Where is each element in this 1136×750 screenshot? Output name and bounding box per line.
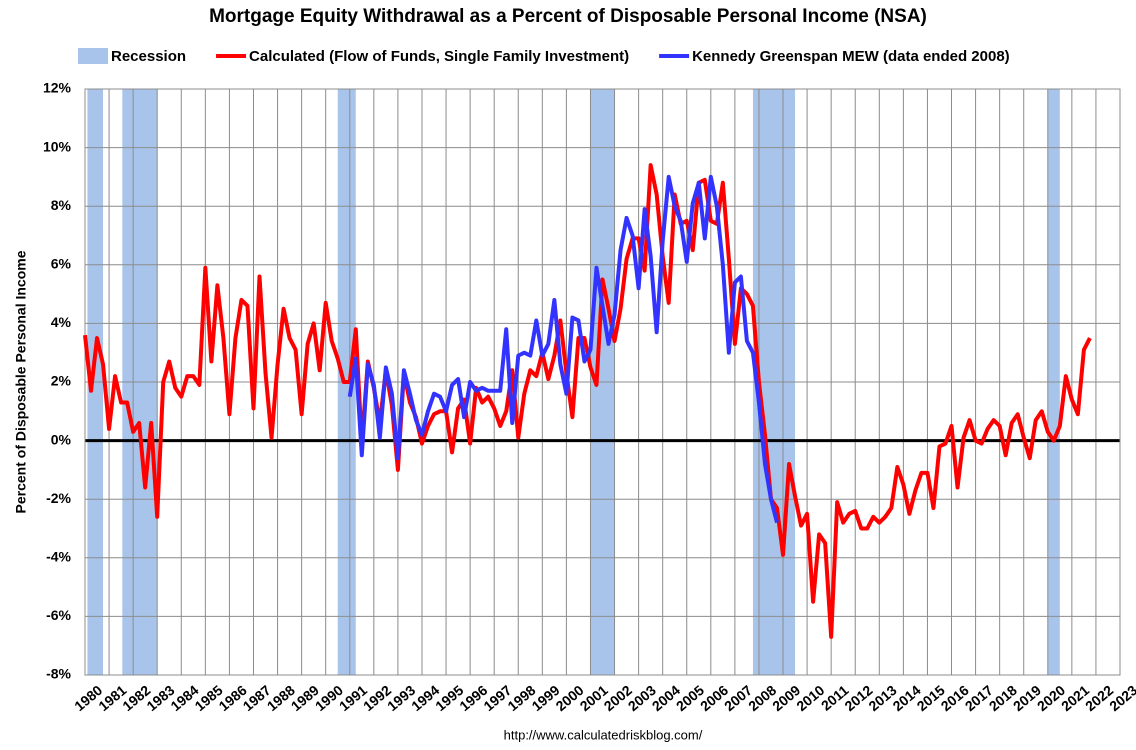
legend-swatch	[78, 48, 108, 64]
y-axis-label: Percent of Disposable Personal Income	[13, 250, 29, 513]
y-tick-label: 8%	[51, 197, 72, 213]
legend-label: Kennedy Greenspan MEW (data ended 2008)	[692, 48, 1010, 65]
y-tick-label: -6%	[46, 607, 71, 623]
legend-label: Recession	[111, 48, 186, 65]
series-line	[347, 174, 779, 524]
y-tick-label: 12%	[43, 80, 72, 96]
series-line	[83, 163, 1092, 639]
plot-border	[84, 88, 1121, 676]
chart-title: Mortgage Equity Withdrawal as a Percent …	[209, 6, 927, 27]
y-tick-label: -8%	[46, 666, 71, 682]
y-tick-label: -2%	[46, 490, 71, 506]
y-tick-label: 2%	[51, 373, 72, 389]
legend-label: Calculated (Flow of Funds, Single Family…	[249, 48, 629, 65]
y-tick-label: 0%	[51, 431, 72, 447]
y-tick-label: 10%	[43, 138, 72, 154]
y-tick-label: 4%	[51, 314, 72, 330]
y-tick-label: 6%	[51, 256, 72, 272]
source: http://www.calculatedriskblog.com/	[504, 727, 703, 742]
y-tick-label: -4%	[46, 549, 71, 565]
x-tick-label: 2023	[1106, 682, 1136, 714]
